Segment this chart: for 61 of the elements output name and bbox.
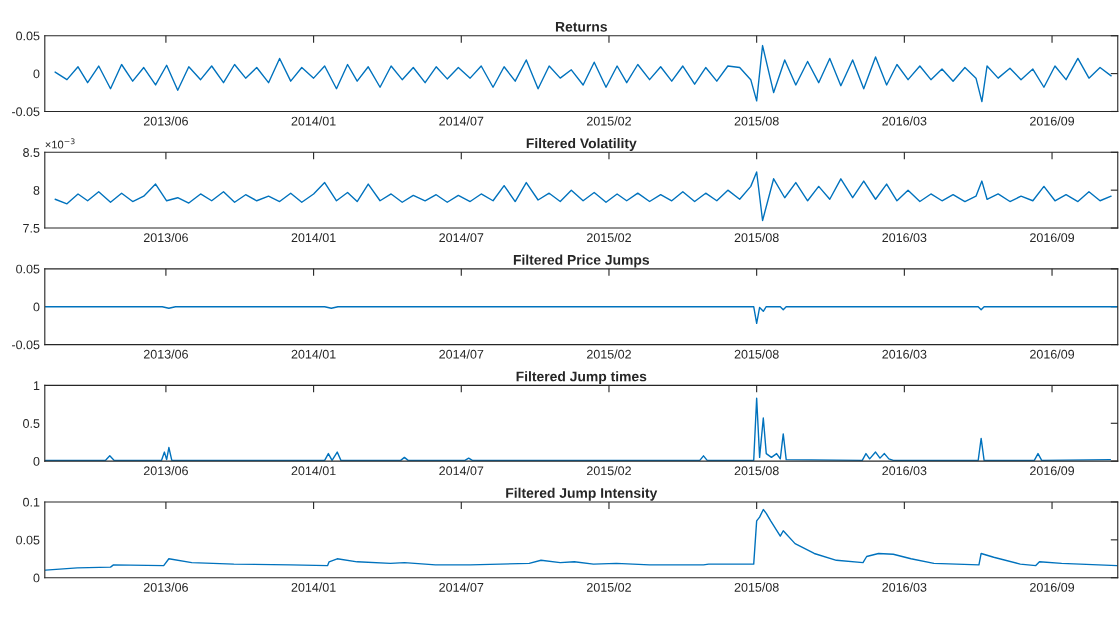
x-tick-label: 2013/06 — [143, 582, 188, 592]
y-tick-label: 0 — [33, 69, 40, 79]
x-tick-label: 2014/07 — [439, 349, 484, 359]
x-tick-label: 2016/03 — [882, 349, 927, 359]
x-tick-label: 2016/09 — [1030, 232, 1075, 243]
x-tick-label: 2014/07 — [439, 116, 484, 126]
x-tick-label: 2015/08 — [734, 582, 779, 592]
y-tick-label: 0 — [33, 456, 40, 466]
y-tick-label: 0.1 — [23, 497, 40, 507]
x-tick-label: 2013/06 — [143, 349, 188, 359]
y-tick-label: 1 — [33, 381, 40, 390]
y-tick-label: 0 — [33, 573, 40, 583]
x-tick-label: 2016/09 — [1030, 349, 1075, 359]
x-tick-label: 2013/06 — [143, 466, 188, 476]
line-series — [44, 508, 1118, 571]
x-tick-label: 2016/03 — [882, 116, 927, 126]
x-tick-label: 2014/07 — [439, 582, 484, 592]
y-tick-label: 0.05 — [16, 535, 40, 545]
x-tick-label: 2014/07 — [439, 232, 484, 243]
x-tick-label: 2014/07 — [439, 466, 484, 476]
x-tick-label: 2013/06 — [143, 232, 188, 243]
y-tick-label: 0.05 — [16, 264, 40, 274]
x-tick-label: 2016/03 — [882, 582, 927, 592]
x-tick-label: 2015/02 — [587, 232, 631, 243]
x-tick-label: 2015/08 — [734, 349, 779, 359]
line-series — [54, 171, 1112, 222]
x-tick-label: 2014/01 — [291, 232, 336, 243]
x-tick-label: 2015/08 — [734, 232, 779, 243]
chart-title: Returns — [555, 22, 607, 32]
x-tick-label: 2016/03 — [882, 232, 927, 243]
x-tick-label: 2013/06 — [143, 116, 188, 126]
y-tick-label: 0.05 — [16, 31, 40, 41]
x-tick-label: 2015/02 — [587, 466, 631, 476]
line-series — [44, 397, 1112, 462]
x-tick-label: 2015/02 — [587, 116, 631, 126]
y-tick-label: 7.5 — [23, 223, 40, 233]
x-tick-label: 2015/02 — [587, 349, 631, 359]
y-tick-label: 8.5 — [23, 148, 40, 157]
y-tick-label: -0.05 — [12, 107, 40, 117]
chart-title: Filtered Volatility — [526, 138, 637, 151]
y-tick-label: -0.05 — [12, 340, 40, 350]
x-tick-label: 2014/01 — [291, 116, 336, 126]
x-tick-label: 2015/08 — [734, 466, 779, 476]
x-tick-label: 2014/01 — [291, 349, 336, 359]
x-tick-label: 2015/08 — [734, 116, 779, 126]
y-tick-label: 0.5 — [23, 419, 40, 428]
text: ×10$^{−3}$ — [45, 138, 75, 149]
x-tick-label: 2016/03 — [882, 466, 927, 476]
chart-title: Filtered Jump Intensity — [506, 487, 658, 501]
x-tick-label: 2014/01 — [291, 466, 336, 476]
x-tick-label: 2015/02 — [587, 582, 631, 592]
y-tick-label: 8 — [33, 185, 40, 195]
line-series — [54, 44, 1112, 103]
x-tick-label: 2016/09 — [1030, 116, 1075, 126]
line-series — [44, 306, 1118, 325]
x-tick-label: 2016/09 — [1030, 582, 1075, 592]
chart-title: Filtered Price Jumps — [513, 254, 650, 268]
y-tick-label: 0 — [33, 302, 40, 312]
x-tick-label: 2016/09 — [1030, 466, 1075, 476]
chart-title: Filtered Jump times — [516, 371, 647, 385]
x-tick-label: 2014/01 — [291, 582, 336, 592]
